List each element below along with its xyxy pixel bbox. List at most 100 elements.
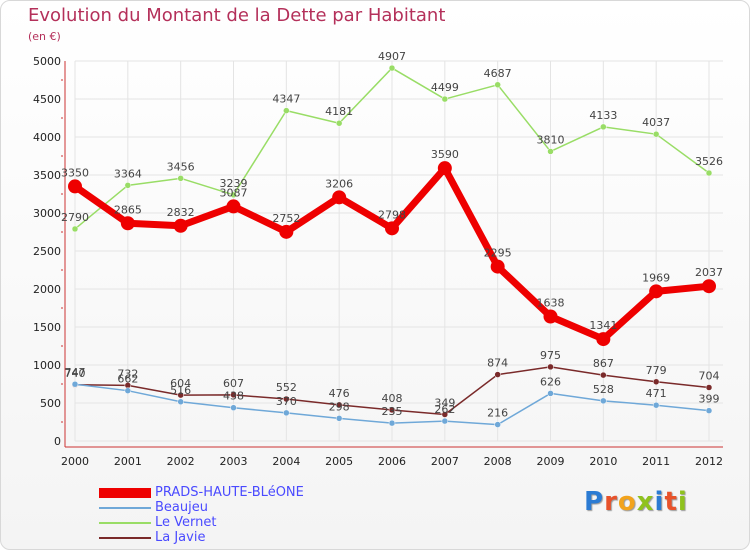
data-point [279,224,294,239]
data-label: 3364 [114,167,142,180]
data-point [71,225,79,233]
x-tick-label: 2012 [695,455,723,468]
legend-swatch [99,522,151,524]
data-label: 2790 [61,211,89,224]
data-point [649,284,664,299]
y-tick-label: 5000 [33,55,61,68]
x-tick-label: 2007 [431,455,459,468]
data-label: 2798 [378,208,406,221]
data-point [124,182,132,189]
data-label: 3206 [325,177,353,190]
x-tick-label: 2002 [167,455,195,468]
data-point [705,384,713,391]
data-point [335,401,343,409]
data-label: 4347 [272,93,300,106]
data-label: 704 [699,369,720,382]
data-label: 262 [434,403,455,416]
data-point [68,179,82,194]
y-tick-label: 2000 [33,283,61,296]
data-point [124,387,132,394]
data-label: 732 [117,367,138,380]
data-label: 747 [65,366,86,379]
data-label: 1638 [537,297,565,310]
data-point [543,309,558,324]
data-label: 874 [487,357,508,370]
data-point [547,148,554,155]
x-tick-label: 2005 [325,455,353,468]
data-label: 975 [540,349,561,362]
x-tick-label: 2004 [272,455,300,468]
data-point [283,395,290,403]
data-label: 1341 [589,319,617,332]
data-point [230,191,237,199]
data-label: 4499 [431,81,459,94]
data-label: 2832 [167,206,195,219]
data-point [230,391,237,399]
legend-swatch [99,488,151,498]
data-point [547,390,554,397]
y-tick-label: 4500 [33,93,61,106]
x-tick-label: 2006 [378,455,406,468]
data-point [600,123,607,131]
data-point [705,407,713,414]
data-label: 4037 [642,116,670,129]
legend-label: PRADS-HAUTE-BLéONE [155,485,304,500]
data-point [652,130,660,138]
line-chart: 0 500 1000 1500 2000 2500 3000 3500 4000 4500 5000… [33,50,723,468]
data-label: 516 [170,384,191,397]
legend-swatch [99,537,151,539]
chart-subtitle: (en €) [28,30,61,43]
data-point [335,415,343,422]
y-tick-label: 2500 [33,245,61,258]
data-point [596,332,611,347]
data-point [441,95,449,103]
data-point [230,404,237,411]
data-label: 3087 [220,186,248,199]
x-tick-label: 2001 [114,455,142,468]
labels-layer: 2790 3364 3456 3239 4347 4181 4907 4499 4687 3810… [61,50,723,420]
data-point [177,398,184,406]
data-label: 626 [540,375,561,388]
data-label: 408 [382,392,403,405]
data-point [494,421,501,428]
data-label: 216 [487,407,508,420]
legend-label: Le Vernet [155,515,217,530]
data-point [335,119,343,127]
legend-swatch [99,507,151,509]
data-point [600,371,607,379]
data-label: 4907 [378,50,406,63]
data-point [283,107,290,114]
data-point [441,411,449,418]
data-label: 3526 [695,155,723,168]
data-label: 2037 [695,266,723,279]
data-point [652,401,660,409]
data-label: 867 [593,357,614,370]
data-point [332,190,347,205]
data-label: 4687 [484,67,512,80]
data-label: 3456 [167,160,195,173]
y-tick-label: 1000 [33,359,61,372]
data-label: 235 [382,405,403,418]
data-point [494,371,501,378]
x-tick-label: 2010 [589,455,617,468]
data-label: 349 [434,396,455,409]
data-label: 607 [223,377,244,390]
data-point [388,419,396,427]
y-tick-label: 4000 [33,131,61,144]
x-tick-label: 2011 [642,455,670,468]
data-label: 4181 [325,105,353,118]
x-tick-label: 2009 [537,455,565,468]
data-label: 3350 [61,166,89,179]
data-point [283,409,290,417]
data-label: 3810 [537,133,565,146]
data-point [652,378,660,386]
data-point [173,218,188,233]
data-label: 3239 [220,177,248,190]
data-label: 779 [646,364,667,377]
data-point [547,363,554,371]
series-layer [68,64,716,428]
data-label: 604 [170,377,191,390]
y-tick-label: 3500 [33,169,61,182]
x-tick-label: 2008 [484,455,512,468]
x-tick-label: 2003 [220,455,248,468]
